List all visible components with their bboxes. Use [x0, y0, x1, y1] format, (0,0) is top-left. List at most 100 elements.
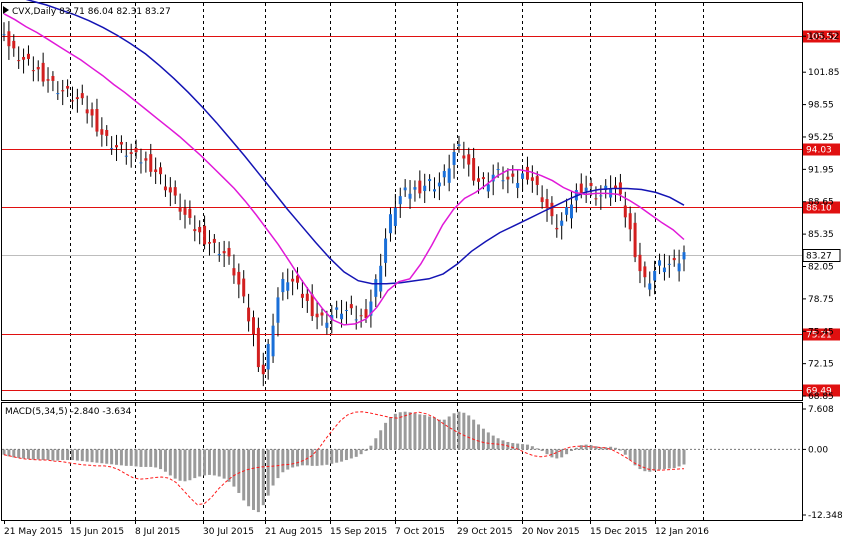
- macd-histogram-bar: [56, 449, 60, 461]
- bull-candle: [124, 155, 128, 157]
- bull-candle: [658, 260, 662, 266]
- macd-signal-line: [3, 411, 685, 506]
- macd-histogram-bar: [300, 449, 304, 466]
- header: CVX,Daily 83.71 86.04 82.31 83.27 MACD(5…: [3, 6, 171, 417]
- bull-candle: [457, 144, 461, 147]
- macd-histogram-bar: [413, 413, 417, 450]
- macd-histogram-bar: [144, 449, 148, 467]
- bull-candle: [344, 309, 348, 311]
- bull-candle: [139, 162, 143, 164]
- macd-histogram-bar: [467, 415, 471, 450]
- bull-candle: [374, 279, 378, 297]
- bear-candle: [672, 257, 676, 261]
- macd-histogram-bar: [325, 449, 329, 465]
- macd-histogram-bar: [105, 449, 109, 464]
- bear-candle: [26, 53, 30, 59]
- bull-candle: [398, 196, 402, 205]
- macd-histogram-bar: [251, 449, 255, 510]
- macd-histogram-bar: [2, 449, 6, 455]
- bear-candle: [173, 187, 177, 196]
- macd-histogram-bar: [129, 449, 133, 466]
- bear-candle: [638, 254, 642, 272]
- bear-candle: [418, 180, 422, 194]
- bull-candle: [501, 180, 505, 182]
- bear-candle: [119, 141, 123, 145]
- bear-candle: [540, 197, 544, 203]
- price-tick-label: 78.75: [808, 295, 834, 305]
- bull-candle: [560, 220, 564, 226]
- macd-histogram-bar: [648, 449, 652, 472]
- price-tick-label: 88.65: [808, 198, 834, 208]
- bull-candle: [667, 263, 671, 265]
- macd-histogram-bar: [41, 449, 45, 461]
- macd-histogram-bar: [369, 445, 373, 450]
- bull-candle: [653, 270, 657, 281]
- macd-histogram-bar: [115, 449, 119, 465]
- bear-candle: [222, 251, 226, 254]
- macd-histogram-bar: [335, 449, 339, 463]
- macd-histogram-bar: [330, 449, 334, 464]
- time-tick-label: 12 Jan 2016: [655, 527, 709, 537]
- macd-histogram-bar: [51, 449, 55, 461]
- macd-histogram-bar: [46, 449, 50, 461]
- macd-histogram-bar: [472, 419, 476, 450]
- macd-histogram-bar: [183, 449, 187, 482]
- macd-histogram-bar: [667, 449, 671, 469]
- bull-candle: [408, 193, 412, 199]
- bear-candle: [477, 178, 481, 182]
- macd-histogram-bar: [90, 449, 94, 463]
- macd-histogram-bar: [565, 449, 569, 455]
- macd-histogram-bar: [256, 449, 260, 513]
- macd-histogram-bar: [242, 449, 246, 501]
- bear-candle: [7, 31, 11, 47]
- macd-histogram-bar: [428, 416, 432, 450]
- current-price-badge: [802, 249, 841, 262]
- bear-candle: [188, 208, 192, 218]
- bull-candle: [428, 179, 432, 182]
- macd-histogram-bar: [393, 413, 397, 450]
- macd-histogram-bar: [481, 428, 485, 450]
- bull-candle: [437, 182, 441, 187]
- bear-candle: [349, 304, 353, 309]
- price-tick-label: 72.15: [808, 360, 834, 370]
- macd-histogram-bar: [344, 449, 348, 461]
- macd-title: MACD(5,34,5) -2.840 -3.634: [5, 407, 132, 417]
- macd-histogram-bar: [75, 449, 79, 461]
- bull-candle: [271, 325, 275, 357]
- macd-histogram-bar: [22, 449, 26, 459]
- macd-histogram-bar: [550, 449, 554, 458]
- bear-candle: [31, 70, 35, 72]
- bull-candle: [599, 195, 603, 197]
- price-tick-label: 101.85: [808, 68, 840, 78]
- bear-candle: [203, 225, 207, 245]
- macd-histogram-bar: [26, 449, 30, 459]
- bear-candle: [320, 312, 324, 316]
- bear-candle: [579, 183, 583, 194]
- macd-histogram-bar: [560, 449, 564, 458]
- bear-candle: [134, 148, 138, 153]
- macd-histogram-bar: [315, 449, 319, 466]
- axes: 105.52 101.85 98.55 95.25 91.95 88.65 85.35 82.…: [4, 32, 842, 537]
- macd-histogram-bar: [614, 447, 618, 450]
- bear-candle: [481, 177, 485, 180]
- macd-histogram-bar: [609, 446, 613, 450]
- macd-histogram-bar: [271, 449, 275, 486]
- macd-histogram-bar: [447, 416, 451, 450]
- macd-histogram-bar: [320, 449, 324, 466]
- bull-candle: [286, 282, 290, 291]
- macd-histogram-bar: [17, 449, 21, 458]
- macd-histogram-bar: [486, 432, 490, 450]
- bull-candle: [2, 34, 6, 36]
- bear-candle: [589, 182, 593, 186]
- candles: [2, 21, 686, 387]
- macd-histogram-bar: [628, 449, 632, 461]
- bear-candle: [115, 145, 119, 148]
- bull-candle: [565, 207, 569, 215]
- macd-histogram-bar: [569, 449, 573, 452]
- bull-candle: [452, 151, 456, 165]
- macd-histogram-bar: [85, 449, 89, 462]
- time-tick-label: 15 Jun 2015: [70, 527, 124, 537]
- bull-candle: [569, 204, 573, 219]
- macd-histogram-bar: [95, 449, 99, 463]
